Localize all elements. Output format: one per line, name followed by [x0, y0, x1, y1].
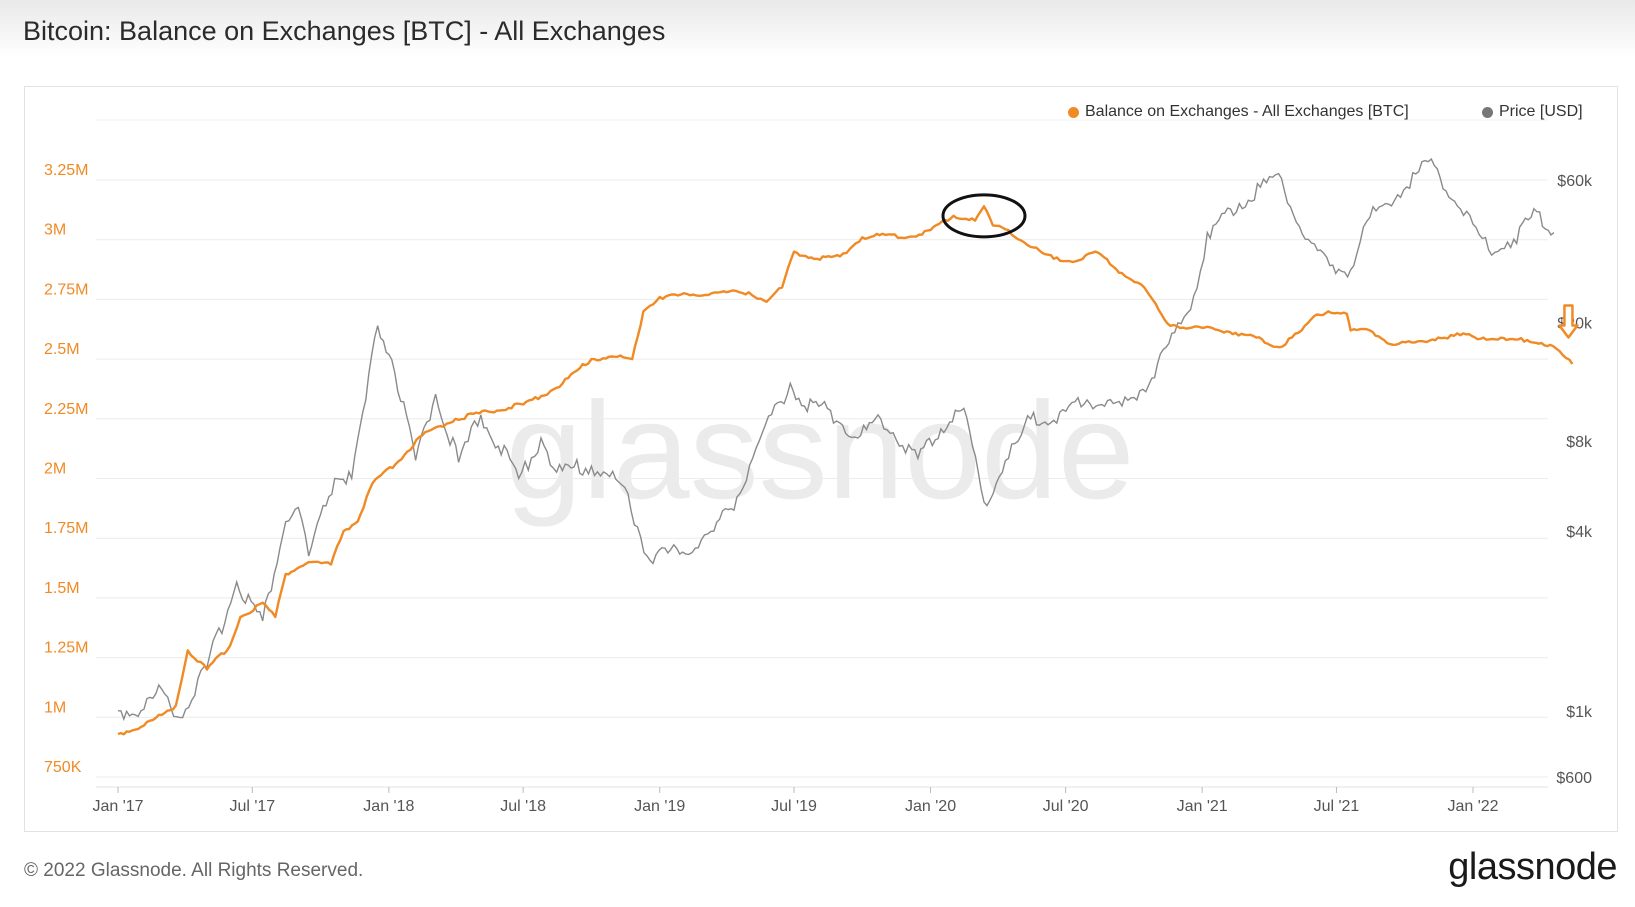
left-axis-tick-label: 3M [44, 222, 66, 239]
glassnode-logo: glassnode [1448, 846, 1617, 888]
legend-label-price: Price [USD] [1499, 103, 1583, 120]
right-axis-tick-label: $600 [1556, 770, 1592, 787]
x-axis-tick-label: Jan '21 [1177, 798, 1228, 815]
right-axis-tick-label: $1k [1566, 704, 1593, 721]
x-axis-tick-label: Jul '17 [229, 798, 275, 815]
balance-legend-dot [1068, 106, 1079, 118]
chart-title: Bitcoin: Balance on Exchanges [BTC] - Al… [23, 16, 666, 46]
left-axis-tick-label: 2.25M [44, 401, 88, 418]
copyright-footer: © 2022 Glassnode. All Rights Reserved. [24, 860, 364, 881]
x-axis-tick-label: Jul '18 [500, 798, 546, 815]
left-axis-tick-label: 750K [44, 759, 82, 776]
right-axis-tick-label: $60k [1557, 173, 1593, 190]
down-arrow-icon [1558, 304, 1579, 339]
x-axis-tick-label: Jan '17 [92, 798, 143, 815]
balance-series-line[interactable] [117, 205, 1574, 736]
x-axis-tick-label: Jan '19 [634, 798, 685, 815]
left-axis-tick-label: 1M [44, 699, 66, 716]
right-axis-tick-label: $4k [1566, 524, 1593, 541]
x-axis-tick-label: Jul '19 [771, 798, 817, 815]
price-legend-dot [1482, 106, 1493, 118]
left-axis-tick-label: 2.5M [44, 341, 80, 358]
x-axis-tick-label: Jul '20 [1043, 798, 1089, 815]
x-axis-tick-label: Jul '21 [1314, 798, 1360, 815]
left-axis-tick-label: 1.75M [44, 520, 88, 537]
chart-panel [24, 86, 1618, 832]
x-axis-tick-label: Jan '18 [363, 798, 414, 815]
legend-item-balance[interactable]: Balance on Exchanges - All Exchanges [BT… [1068, 103, 1409, 121]
left-axis-tick-label: 3.25M [44, 162, 88, 179]
title-band [0, 0, 1635, 58]
legend-item-price[interactable]: Price [USD] [1482, 103, 1583, 121]
peak-highlight-ellipse [941, 193, 1027, 239]
watermark: glassnode [505, 374, 1134, 528]
price-series-line[interactable] [118, 157, 1555, 722]
left-axis-tick-label: 1.25M [44, 640, 88, 657]
x-axis-tick-label: Jan '20 [905, 798, 956, 815]
legend-label-balance: Balance on Exchanges - All Exchanges [BT… [1085, 103, 1409, 120]
x-axis-tick-label: Jan '22 [1447, 798, 1498, 815]
left-axis-tick-label: 2M [44, 461, 66, 478]
left-axis-tick-label: 1.5M [44, 580, 80, 597]
left-axis-tick-label: 2.75M [44, 281, 88, 298]
right-axis-tick-label: $8k [1566, 434, 1593, 451]
